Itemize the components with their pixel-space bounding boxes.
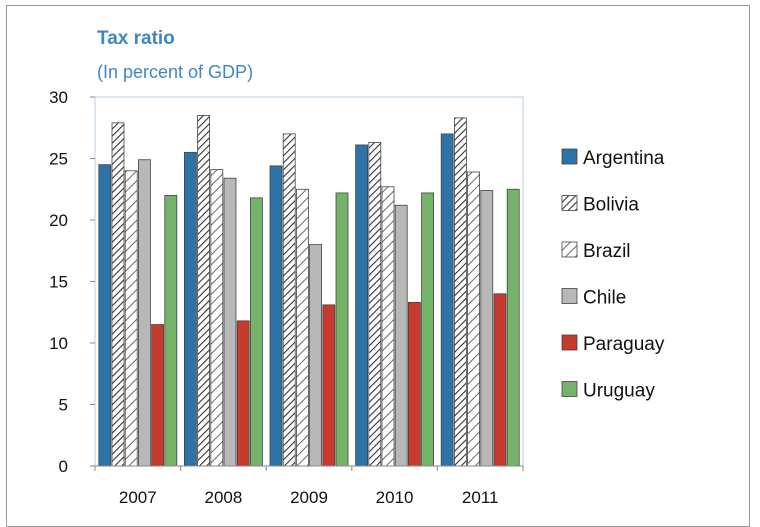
bar-bolivia-2010 — [368, 142, 382, 467]
bar-argentina-2009 — [269, 165, 283, 467]
bar-chile-2008 — [223, 177, 237, 467]
bar-chile-2011 — [480, 190, 494, 467]
bars — [98, 115, 520, 467]
y-tick-label: 0 — [59, 457, 68, 476]
bar-uruguay-2010 — [421, 192, 435, 467]
x-tick-label: 2010 — [376, 488, 414, 507]
bar-paraguay-2009 — [322, 304, 336, 467]
legend-swatch-brazil — [561, 241, 578, 258]
bar-argentina-2010 — [355, 144, 369, 467]
x-tick-label: 2007 — [119, 488, 157, 507]
bar-uruguay-2008 — [249, 197, 263, 467]
bar-chile-2010 — [394, 204, 408, 467]
bar-argentina-2011 — [440, 133, 454, 467]
bar-brazil-2008 — [210, 169, 224, 467]
y-tick-label: 20 — [49, 211, 68, 230]
bar-paraguay-2008 — [236, 320, 250, 467]
bar-brazil-2011 — [467, 171, 481, 467]
legend-label-bolivia: Bolivia — [583, 195, 639, 216]
bar-bolivia-2008 — [197, 115, 211, 467]
chart-subtitle: (In percent of GDP) — [97, 62, 254, 82]
chart-title: Tax ratio — [97, 28, 175, 49]
legend-label-uruguay: Uruguay — [583, 381, 655, 402]
bar-chile-2007 — [137, 159, 151, 467]
x-axis: 2007 2008 2009 2010 2011 — [94, 465, 524, 507]
y-axis: 0 5 10 15 20 25 30 — [49, 88, 95, 476]
bar-argentina-2008 — [183, 151, 197, 467]
legend-label-chile: Chile — [583, 288, 626, 309]
x-tick-label: 2008 — [204, 488, 242, 507]
bar-chile-2009 — [309, 244, 323, 467]
legend-label-paraguay: Paraguay — [583, 334, 665, 355]
bar-paraguay-2007 — [151, 324, 165, 467]
bar-uruguay-2009 — [335, 192, 349, 467]
legend-label-argentina: Argentina — [583, 148, 665, 169]
bar-bolivia-2007 — [111, 122, 125, 467]
bar-paraguay-2011 — [493, 293, 507, 467]
legend-swatch-argentina — [561, 148, 578, 165]
y-tick-label: 15 — [49, 273, 68, 292]
bar-bolivia-2009 — [282, 133, 296, 467]
legend-swatch-bolivia — [561, 195, 578, 211]
y-tick-label: 30 — [49, 88, 68, 107]
bar-argentina-2007 — [98, 164, 112, 467]
x-tick-label: 2011 — [462, 488, 499, 507]
bar-uruguay-2011 — [506, 188, 520, 467]
legend-swatch-uruguay — [561, 381, 578, 397]
x-tick-label: 2009 — [290, 488, 328, 507]
legend-label-brazil: Brazil — [583, 241, 631, 262]
bar-chart: 0 5 10 15 20 25 30 2007 2008 2009 2010 2011 Argent… — [49, 88, 665, 507]
bar-uruguay-2007 — [164, 194, 178, 467]
bar-brazil-2009 — [295, 188, 309, 467]
bar-paraguay-2010 — [407, 302, 421, 467]
y-tick-label: 10 — [49, 334, 68, 353]
bar-bolivia-2011 — [453, 117, 467, 467]
y-tick-label: 5 — [59, 396, 68, 415]
legend: Argentina Bolivia Brazil Chile Paraguay Urugu… — [561, 148, 665, 402]
bar-brazil-2010 — [381, 186, 395, 467]
bar-brazil-2007 — [124, 170, 138, 467]
y-tick-label: 25 — [49, 150, 68, 169]
legend-swatch-chile — [561, 288, 578, 304]
legend-swatch-paraguay — [561, 334, 578, 351]
